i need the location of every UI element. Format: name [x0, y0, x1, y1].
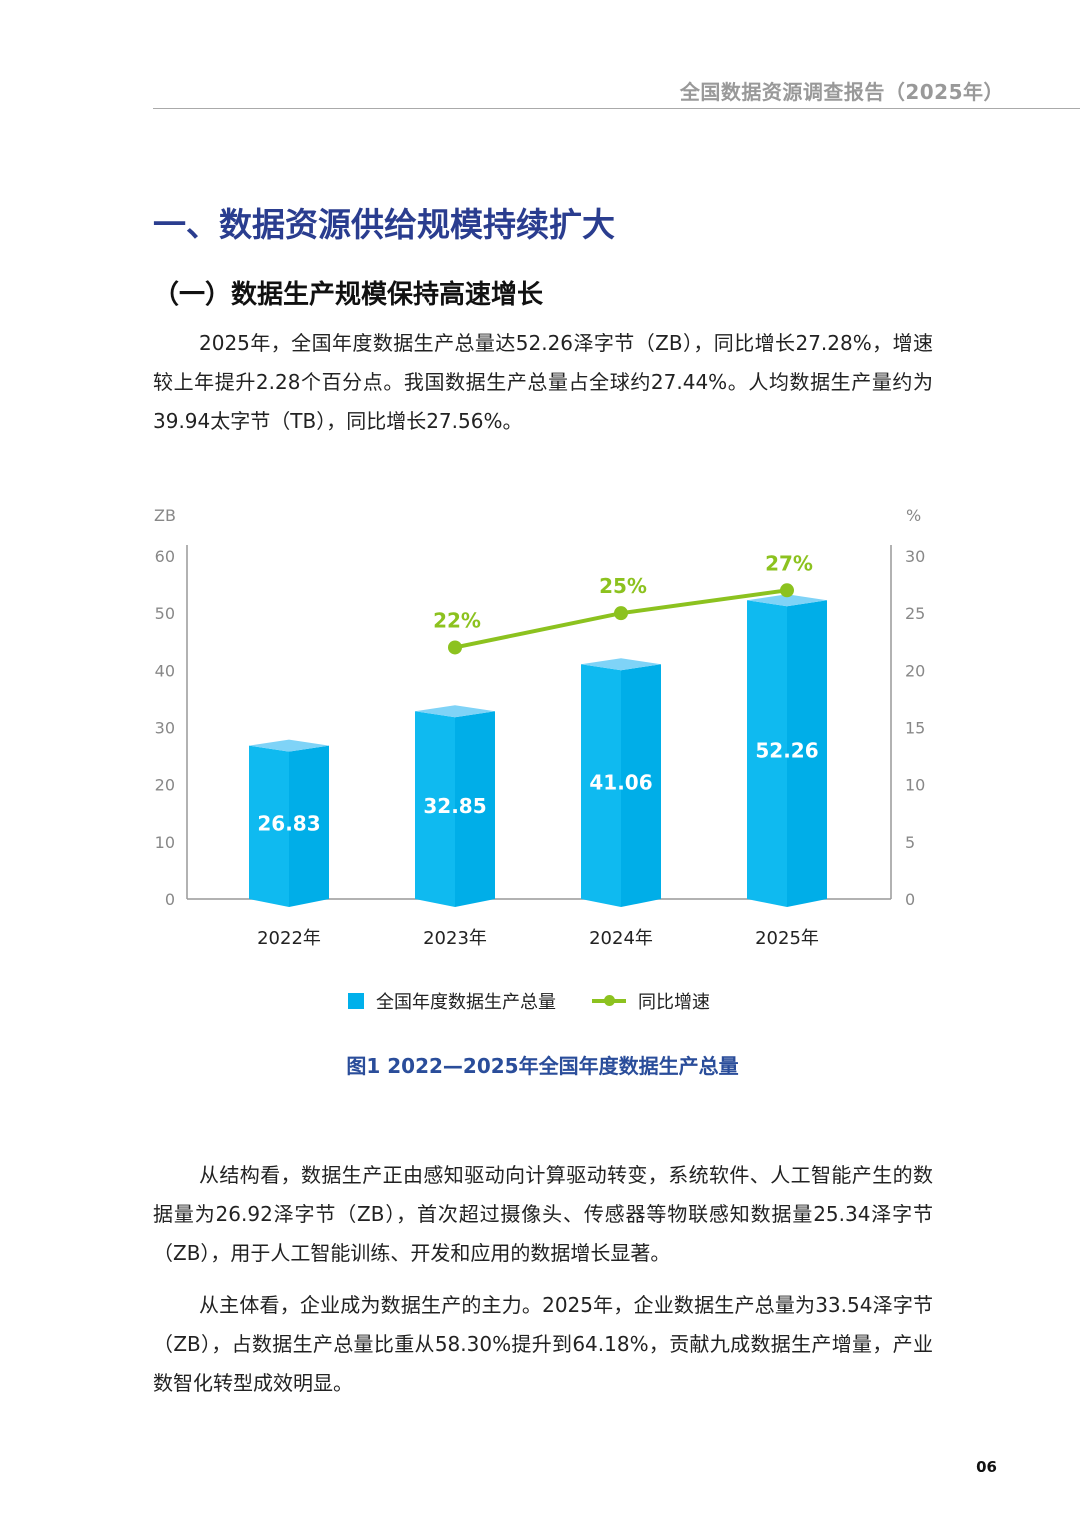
x-tick-label: 2024年 — [589, 928, 653, 949]
left-tick-label: 40 — [155, 661, 175, 680]
paragraph-2: 从结构看，数据生产正由感知驱动向计算驱动转变，系统软件、人工智能产生的数据量为2… — [153, 1163, 933, 1265]
growth-point — [780, 583, 794, 598]
bar-top — [581, 658, 661, 671]
bar-front-right — [455, 711, 495, 907]
x-tick-label: 2022年 — [257, 928, 321, 949]
bar-top — [747, 594, 827, 607]
bar-top — [249, 739, 329, 752]
legend-line-label: 同比增速 — [638, 992, 710, 1013]
running-header: 全国数据资源调查报告（2025年） — [679, 80, 1004, 104]
x-tick-label: 2025年 — [755, 928, 819, 949]
subsection-title: （一）数据生产规模保持高速增长 — [153, 280, 544, 310]
bar-front-left — [249, 745, 289, 907]
right-tick-label: 10 — [905, 776, 925, 795]
growth-point — [614, 606, 628, 621]
bar-front-left — [415, 711, 455, 907]
bar-front-left — [581, 664, 621, 907]
growth-label: 25% — [599, 574, 647, 598]
bar-value-label: 41.06 — [589, 771, 652, 795]
left-tick-label: 50 — [155, 604, 175, 623]
right-tick-label: 20 — [905, 661, 925, 680]
legend-line-marker — [592, 995, 626, 1006]
growth-label: 22% — [433, 608, 481, 632]
bar-value-label: 32.85 — [423, 794, 486, 818]
growth-label: 27% — [765, 551, 813, 575]
bar-front-right — [787, 600, 827, 907]
left-axis-unit: ZB — [154, 506, 176, 525]
page-number: 06 — [976, 1458, 997, 1476]
bar-front-right — [289, 745, 329, 907]
right-tick-label: 5 — [905, 833, 915, 852]
section-title: 一、数据资源供给规模持续扩大 — [153, 205, 615, 244]
right-tick-label: 15 — [905, 719, 925, 738]
bar-line-chart: ZB % 0 10 20 30 40 50 60 0 5 10 15 20 25 30 26.83 2022年 32… — [154, 506, 925, 949]
right-tick-label: 25 — [905, 604, 925, 623]
right-tick-label: 30 — [905, 547, 925, 566]
left-tick-label: 0 — [165, 890, 175, 909]
header-divider — [153, 108, 1080, 109]
bar-front-right — [621, 664, 661, 907]
x-tick-label: 2023年 — [423, 928, 487, 949]
left-tick-label: 10 — [155, 833, 175, 852]
paragraph-3: 从主体看，企业成为数据生产的主力。2025年，企业数据生产总量为33.54泽字节… — [153, 1293, 933, 1395]
bar-value-label: 52.26 — [755, 739, 818, 763]
growth-point — [448, 640, 462, 655]
legend-bar-swatch — [348, 993, 364, 1009]
bar-value-label: 26.83 — [257, 811, 320, 835]
right-axis-unit: % — [906, 506, 921, 525]
paragraph-1: 2025年，全国年度数据生产总量达52.26泽字节（ZB），同比增长27.28%… — [153, 331, 933, 433]
left-tick-label: 30 — [155, 719, 175, 738]
right-tick-label: 0 — [905, 890, 915, 909]
bar-front-left — [747, 600, 787, 907]
legend-bar-label: 全国年度数据生产总量 — [376, 992, 556, 1013]
left-tick-label: 60 — [155, 547, 175, 566]
figure-caption: 图1 2022—2025年全国年度数据生产总量 — [346, 1054, 739, 1078]
bar-top — [415, 705, 495, 718]
chart-legend: 全国年度数据生产总量 同比增速 — [348, 988, 710, 1014]
left-tick-label: 20 — [155, 776, 175, 795]
